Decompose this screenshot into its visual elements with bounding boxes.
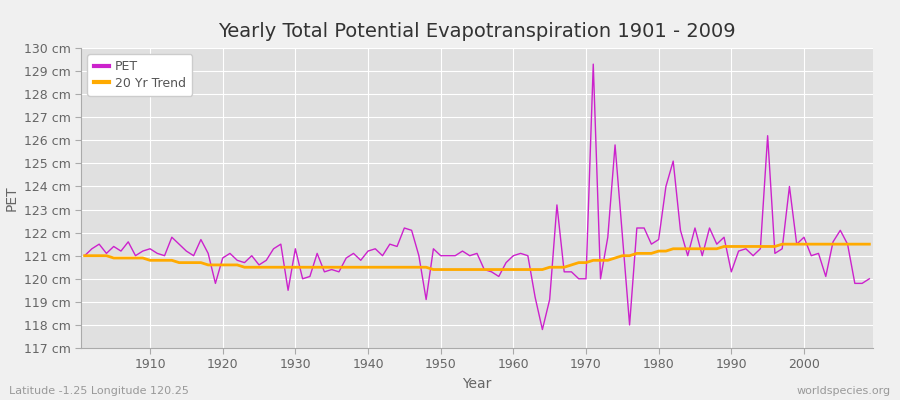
Text: Latitude -1.25 Longitude 120.25: Latitude -1.25 Longitude 120.25 bbox=[9, 386, 189, 396]
20 Yr Trend bbox=[428, 267, 439, 272]
20 Yr Trend bbox=[864, 242, 875, 246]
PET bbox=[341, 256, 352, 260]
PET bbox=[537, 327, 548, 332]
20 Yr Trend bbox=[515, 267, 526, 272]
PET bbox=[297, 276, 308, 281]
Line: 20 Yr Trend: 20 Yr Trend bbox=[85, 244, 869, 270]
PET bbox=[609, 142, 620, 147]
20 Yr Trend bbox=[602, 258, 613, 263]
20 Yr Trend bbox=[138, 256, 148, 260]
PET bbox=[500, 260, 511, 265]
Text: worldspecies.org: worldspecies.org bbox=[796, 386, 891, 396]
Legend: PET, 20 Yr Trend: PET, 20 Yr Trend bbox=[87, 54, 192, 96]
Line: PET: PET bbox=[85, 64, 869, 330]
PET bbox=[508, 253, 518, 258]
Title: Yearly Total Potential Evapotranspiration 1901 - 2009: Yearly Total Potential Evapotranspiratio… bbox=[218, 22, 736, 41]
20 Yr Trend bbox=[777, 242, 788, 246]
20 Yr Trend bbox=[341, 265, 352, 270]
20 Yr Trend bbox=[508, 267, 518, 272]
PET bbox=[864, 276, 875, 281]
PET bbox=[138, 249, 148, 254]
X-axis label: Year: Year bbox=[463, 377, 491, 391]
Y-axis label: PET: PET bbox=[4, 185, 18, 211]
PET bbox=[79, 253, 90, 258]
20 Yr Trend bbox=[297, 265, 308, 270]
PET bbox=[588, 62, 598, 66]
20 Yr Trend bbox=[79, 253, 90, 258]
